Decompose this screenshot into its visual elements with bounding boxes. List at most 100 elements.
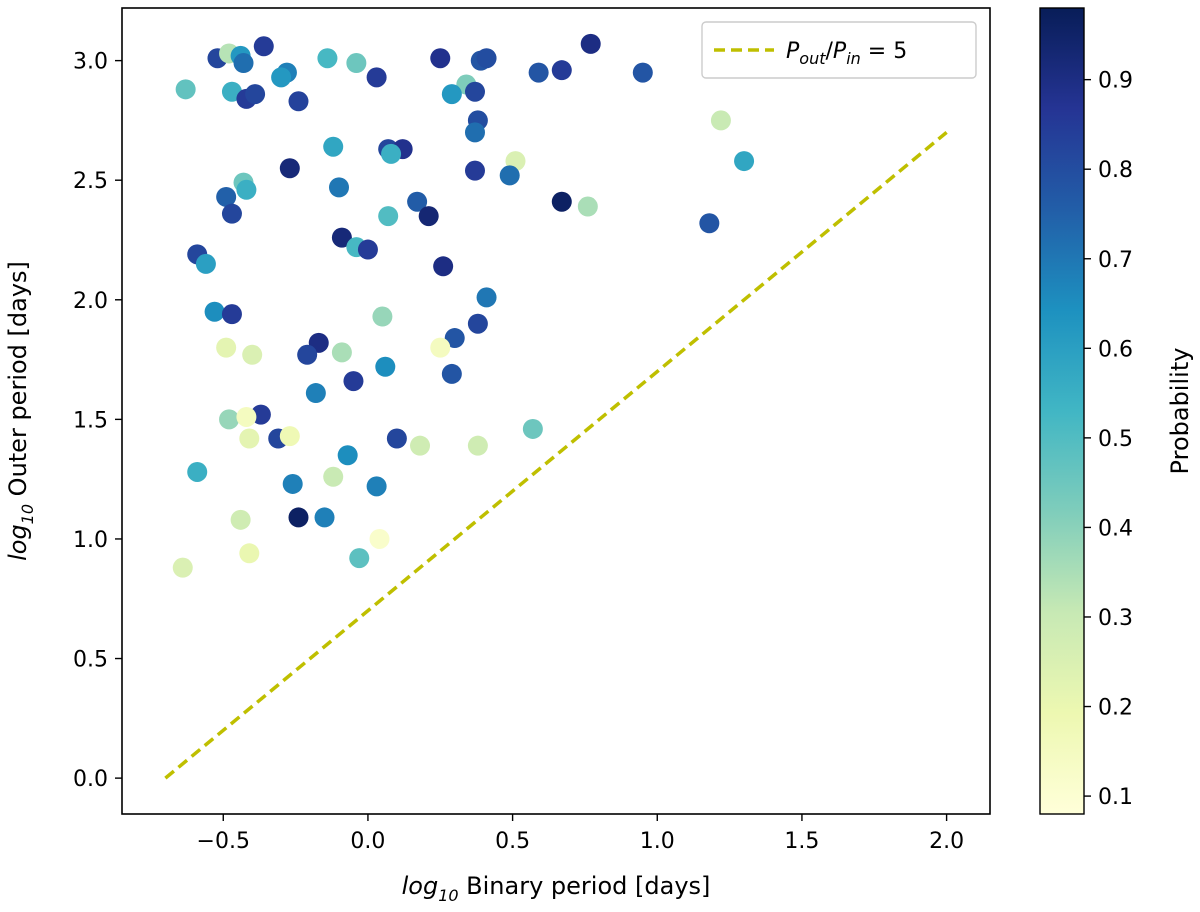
scatter-point [366,476,387,497]
scatter-point [187,461,208,482]
scatter-point [230,509,251,530]
scatter-point [378,206,399,227]
colorbar-tick-label: 0.1 [1098,785,1133,810]
scatter-point [551,60,572,81]
scatter-point [433,256,454,277]
scatter-point [297,344,318,365]
scatter-point [323,136,344,157]
scatter-point [580,33,601,54]
scatter-point [464,160,485,181]
scatter-point [314,507,335,528]
scatter-point [245,84,266,105]
scatter-point [375,356,396,377]
scatter-point [233,53,254,74]
plot-area: −0.5 0.0 0.5 1.0 1.5 2.0 0.0 0.5 1.0 1.5 2.0 2.5 3.… [73,7,991,854]
scatter-point [366,67,387,88]
scatter-point [221,203,242,224]
scatter-point [329,177,349,198]
scatter-point [236,179,257,200]
x-tick-label: 2.0 [929,829,964,854]
scatter-point [239,543,260,564]
scatter-point [172,557,193,578]
scatter-point [331,227,352,248]
scatter-point [381,143,402,164]
scatter-point [551,191,572,212]
colorbar-tick-label: 0.2 [1098,696,1133,721]
scatter-point [577,196,598,217]
scatter-point [331,342,352,363]
y-axis-label: log10 Outer period [days] [4,261,37,561]
scatter-point [279,426,300,447]
scatter-point [346,53,367,74]
scatter-point [236,406,257,427]
scatter-point [441,84,462,105]
x-tick-label: −0.5 [197,829,250,854]
scatter-point [216,186,237,207]
y-tick-label: 3.0 [73,50,108,75]
scatter-point [253,36,274,57]
colorbar-ticks: 0.1 0.2 0.3 0.4 0.5 0.6 0.7 0.8 0.9 [1084,69,1133,810]
scatter-point [734,151,755,172]
scatter-point [430,337,451,358]
scatter-point [343,371,364,392]
y-tick-label: 1.0 [73,528,108,553]
scatter-point [467,435,488,456]
colorbar-tick-label: 0.9 [1098,69,1133,94]
scatter-point [219,409,240,430]
y-axis-ticks: 0.0 0.5 1.0 1.5 2.0 2.5 3.0 [73,50,122,792]
y-tick-label: 1.5 [73,408,108,433]
scatter-point [317,48,338,69]
x-tick-label: 1.5 [784,829,819,854]
scatter-point [349,548,370,569]
y-tick-label: 2.0 [73,289,108,314]
colorbar-tick-label: 0.4 [1098,516,1133,541]
y-tick-label: 0.0 [73,767,108,792]
scatter-point [464,81,485,102]
colorbar-tick-label: 0.7 [1098,248,1133,273]
scatter-point [430,48,451,69]
scatter-point [288,507,309,528]
scatter-point [710,110,731,131]
scatter-point [271,67,292,88]
scatter-point [239,428,260,449]
scatter-point [476,48,497,69]
scatter-point [699,213,720,234]
scatter-point [221,304,242,325]
scatter-point [372,306,393,327]
scatter-point [522,418,543,439]
scatter-point [444,328,465,349]
colorbar-tick-label: 0.6 [1098,337,1133,362]
colorbar-label: Probability [1166,348,1194,475]
x-tick-label: 0.5 [495,829,530,854]
colorbar-tick-label: 0.3 [1098,606,1133,631]
scatter-point [499,165,520,186]
scatter-point [323,466,344,487]
scatter-point [467,313,488,334]
x-axis-ticks: −0.5 0.0 0.5 1.0 1.5 2.0 [197,814,964,854]
scatter-point [357,239,378,260]
colorbar-tick-label: 0.8 [1098,158,1133,183]
scatter-point [288,91,309,112]
scatter-point [242,344,263,365]
scatter-point [528,62,549,83]
y-tick-label: 2.5 [73,169,108,194]
scatter-points [172,33,755,578]
scatter-point [337,445,358,466]
scatter-point [279,158,300,179]
scatter-point [407,191,428,212]
scatter-point [410,435,431,456]
colorbar-tick-label: 0.5 [1098,427,1133,452]
scatter-point [175,79,196,100]
x-tick-label: 1.0 [640,829,675,854]
scatter-point [216,337,237,358]
legend-box [701,21,977,79]
scatter-point [464,122,485,143]
scatter-point [418,206,439,227]
legend: Pout/Pin = 5 [701,21,977,79]
scatter-point [282,473,303,494]
x-tick-label: 0.0 [350,829,385,854]
scatter-point [369,528,390,549]
scatter-point [195,253,216,274]
colorbar-gradient [1039,7,1085,815]
